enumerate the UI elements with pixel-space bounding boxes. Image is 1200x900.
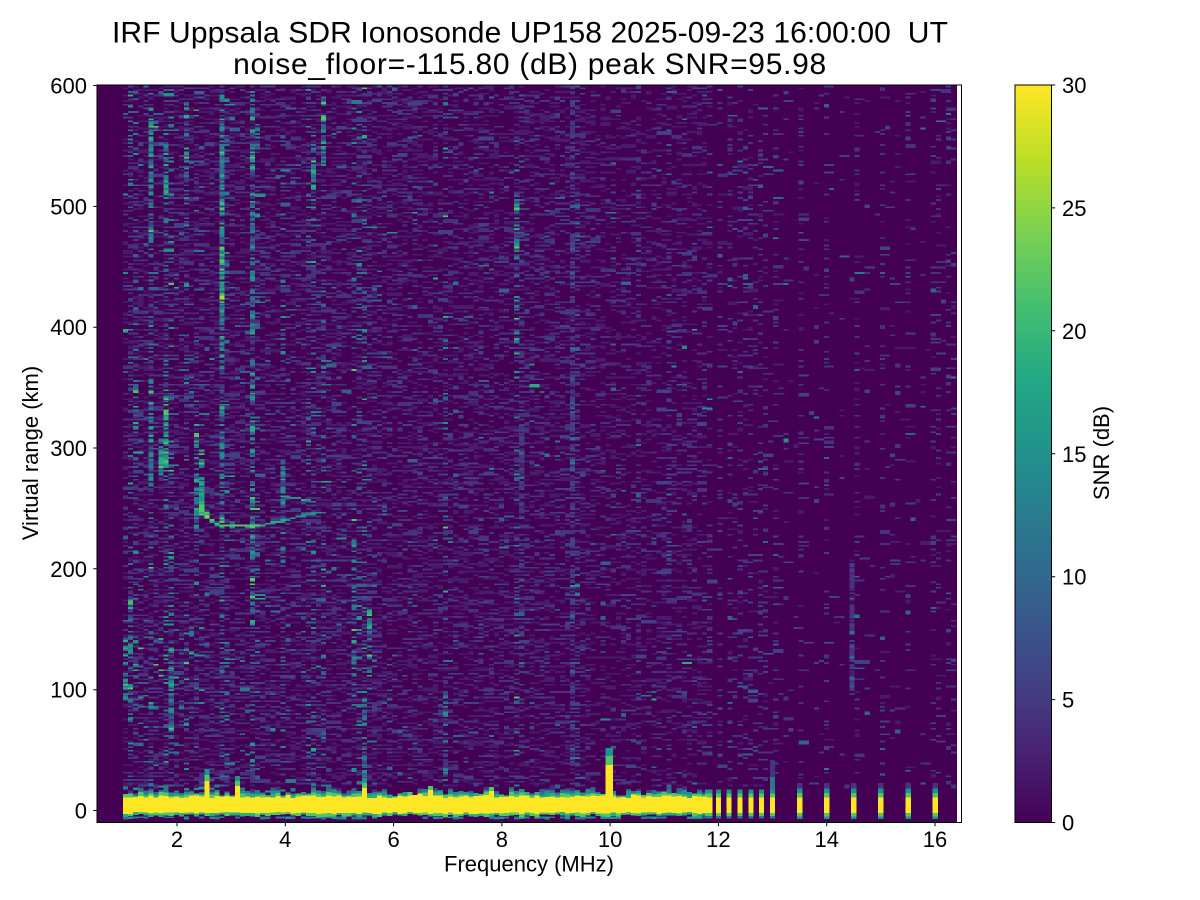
- svg-text:noise_floor=-115.80 (dB) peak: noise_floor=-115.80 (dB) peak SNR=95.98: [233, 48, 827, 81]
- svg-text:0: 0: [1062, 811, 1074, 836]
- svg-text:IRF Uppsala SDR Ionosonde UP15: IRF Uppsala SDR Ionosonde UP158 2025-09-…: [112, 17, 948, 50]
- svg-text:300: 300: [50, 436, 87, 461]
- svg-text:6: 6: [387, 827, 399, 852]
- svg-text:10: 10: [1062, 565, 1086, 590]
- svg-text:Frequency (MHz): Frequency (MHz): [444, 852, 614, 877]
- svg-text:100: 100: [50, 678, 87, 703]
- svg-text:16: 16: [923, 827, 947, 852]
- svg-text:14: 14: [814, 827, 838, 852]
- svg-text:SNR (dB): SNR (dB): [1089, 406, 1114, 500]
- svg-text:10: 10: [598, 827, 622, 852]
- svg-text:Virtual range (km): Virtual range (km): [18, 366, 43, 540]
- svg-text:4: 4: [279, 827, 291, 852]
- svg-text:0: 0: [75, 799, 87, 824]
- svg-text:400: 400: [50, 315, 87, 340]
- svg-text:12: 12: [706, 827, 730, 852]
- svg-text:8: 8: [496, 827, 508, 852]
- svg-text:5: 5: [1062, 688, 1074, 713]
- svg-text:15: 15: [1062, 442, 1086, 467]
- svg-text:30: 30: [1062, 73, 1086, 98]
- svg-text:2: 2: [171, 827, 183, 852]
- svg-text:600: 600: [50, 74, 87, 99]
- svg-text:25: 25: [1062, 196, 1086, 221]
- svg-text:500: 500: [50, 194, 87, 219]
- svg-text:200: 200: [50, 557, 87, 582]
- svg-text:20: 20: [1062, 319, 1086, 344]
